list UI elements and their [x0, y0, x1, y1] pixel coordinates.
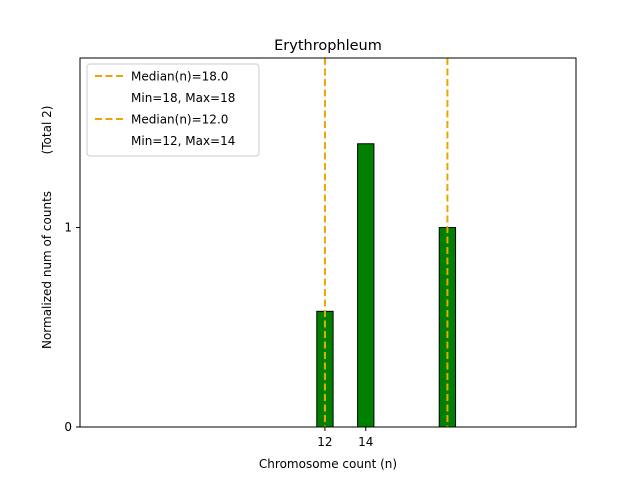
legend-label-3: Min=12, Max=14	[131, 134, 235, 148]
legend: Median(n)=18.0 Min=18, Max=18 Median(n)=12…	[86, 63, 260, 157]
x-axis: 12 14	[317, 427, 373, 449]
legend-label-1: Min=18, Max=18	[131, 91, 235, 105]
x-tick-label-0: 12	[317, 435, 332, 449]
legend-label-2: Median(n)=12.0	[131, 113, 228, 127]
y-tick-label-0: 0	[64, 420, 72, 434]
y-tick-label-1: 1	[64, 221, 72, 235]
x-axis-label: Chromosome count (n)	[259, 457, 397, 471]
chart-title: Erythrophleum	[274, 38, 382, 54]
legend-box	[86, 63, 260, 157]
y-axis: 01	[64, 221, 80, 434]
bar-1	[357, 143, 375, 428]
plot-frame	[79, 57, 577, 428]
y-axis-label: Normalized num of counts	[40, 191, 54, 349]
legend-label-0: Median(n)=18.0	[131, 70, 228, 84]
x-tick-label-1: 14	[358, 435, 373, 449]
plot-area	[80, 58, 534, 428]
y-axis-total-note: (Total 2)	[40, 106, 54, 155]
